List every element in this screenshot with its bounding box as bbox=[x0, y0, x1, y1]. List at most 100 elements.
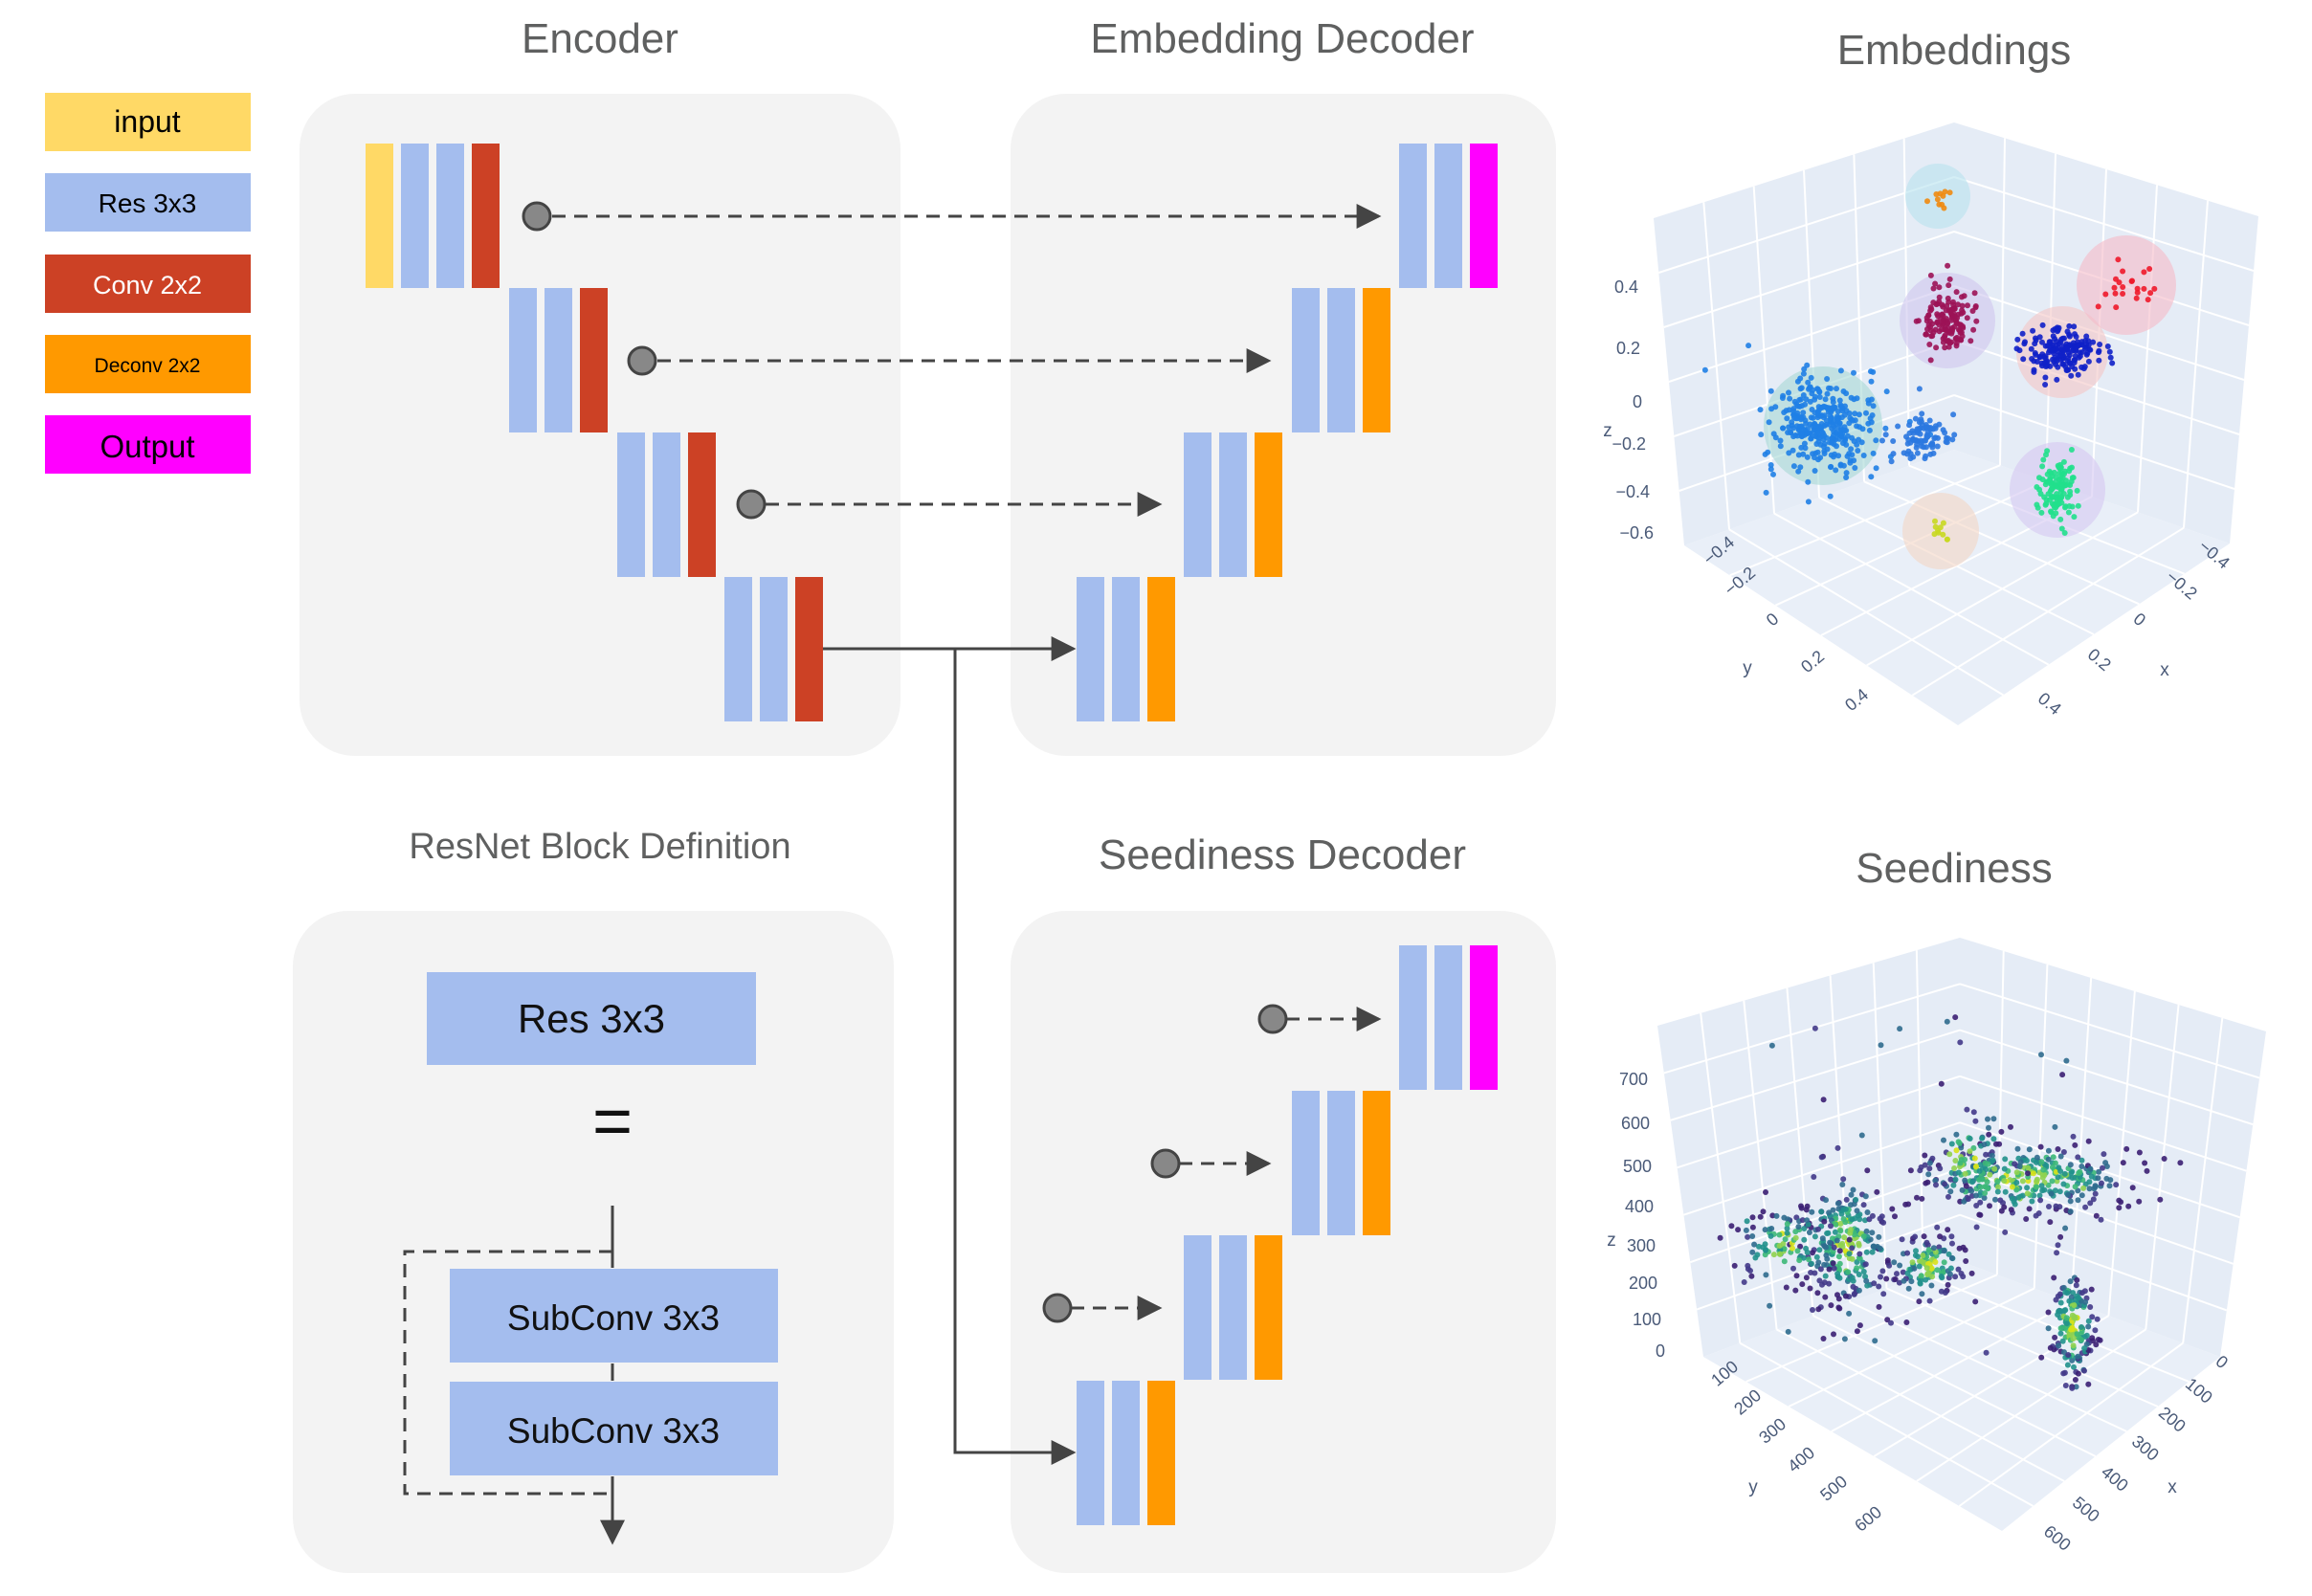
gridline bbox=[2182, 1017, 2224, 1343]
embedding-point bbox=[1800, 451, 1807, 457]
seediness-point bbox=[1749, 1214, 1756, 1221]
seediness-point bbox=[2052, 1334, 2058, 1341]
seediness-point bbox=[1987, 1203, 1992, 1209]
seediness-point bbox=[1749, 1249, 1756, 1255]
seediness-point bbox=[2157, 1196, 2164, 1203]
seediness-point bbox=[1879, 1268, 1886, 1275]
seediness-point bbox=[1850, 1283, 1856, 1290]
seediness-point bbox=[1781, 1214, 1788, 1221]
seediness-point bbox=[2076, 1170, 2082, 1176]
seediness-points bbox=[1717, 1014, 2184, 1391]
embedding-point bbox=[1849, 434, 1856, 441]
seediness-point bbox=[2125, 1203, 2132, 1209]
embedding-point bbox=[2113, 304, 2120, 311]
seediness-point bbox=[1904, 1250, 1911, 1256]
seediness-point bbox=[2056, 1188, 2063, 1195]
seediness-point bbox=[1863, 1228, 1870, 1234]
embedding-point bbox=[2054, 324, 2060, 331]
seediness-point bbox=[1948, 1233, 1955, 1240]
z-tick: 200 bbox=[1629, 1274, 1657, 1293]
seediness-point bbox=[2062, 1383, 2069, 1388]
seediness-point bbox=[1897, 1262, 1903, 1269]
seediness-point bbox=[1924, 1242, 1931, 1249]
seediness-point bbox=[1834, 1144, 1841, 1151]
seediness-point bbox=[1860, 1202, 1867, 1208]
seediness-point bbox=[2082, 1298, 2089, 1305]
seediness-point bbox=[1741, 1279, 1747, 1285]
seediness-point bbox=[2076, 1295, 2081, 1301]
embedding-point bbox=[1757, 407, 1764, 413]
seediness-point bbox=[1991, 1165, 1998, 1172]
seediness-point bbox=[2080, 1185, 2087, 1191]
seediness-point bbox=[1878, 1042, 1884, 1049]
embedding-point bbox=[1863, 410, 1869, 416]
seediness-point bbox=[1839, 1182, 1846, 1187]
seediness-point bbox=[2075, 1353, 2081, 1360]
seediness-point bbox=[2120, 1160, 2126, 1166]
seediness-point bbox=[1830, 1235, 1835, 1242]
seediness-point bbox=[1955, 1266, 1962, 1273]
embedding-point bbox=[1812, 454, 1817, 461]
legend-deconv-label: Deconv 2x2 bbox=[95, 355, 201, 377]
seediness-point bbox=[1874, 1243, 1880, 1250]
gridline bbox=[1700, 1012, 1742, 1343]
embedding-point bbox=[2058, 525, 2065, 532]
embedding-point bbox=[1818, 412, 1825, 419]
seediness-point bbox=[2045, 1325, 2052, 1332]
embedding-point bbox=[2038, 509, 2045, 516]
embedding-decoder-stage-2 bbox=[1184, 432, 1282, 577]
seediness-point bbox=[2098, 1216, 2104, 1223]
seediness-point bbox=[1953, 1147, 1960, 1154]
seediness-point bbox=[2060, 1284, 2067, 1291]
seediness-point bbox=[1948, 1141, 1955, 1147]
seediness-point bbox=[1820, 1336, 1827, 1341]
embedding-point bbox=[2129, 277, 2135, 284]
embedding-point bbox=[1788, 429, 1793, 435]
embedding-point bbox=[1928, 306, 1935, 313]
seediness-point bbox=[2057, 1299, 2064, 1306]
gridline bbox=[1829, 975, 1852, 1302]
seediness-point bbox=[1979, 1135, 1986, 1142]
seediness-point bbox=[1792, 1287, 1799, 1294]
seediness-point bbox=[1846, 1251, 1853, 1257]
seediness-point bbox=[2019, 1178, 2026, 1185]
seediness-point bbox=[1852, 1215, 1858, 1222]
seediness-point bbox=[1989, 1152, 1995, 1159]
embedding-point bbox=[2028, 345, 2034, 352]
seediness-point bbox=[1823, 1252, 1830, 1258]
embedding-point bbox=[1824, 376, 1831, 382]
seediness-point bbox=[1924, 1179, 1931, 1186]
seediness-point bbox=[2085, 1381, 2092, 1387]
embedding-point bbox=[1800, 410, 1807, 416]
embedding-point bbox=[2134, 285, 2141, 292]
seediness-point bbox=[1979, 1176, 1986, 1183]
seediness-point bbox=[1977, 1211, 1984, 1218]
seediness-point bbox=[1952, 1274, 1959, 1280]
gridline bbox=[1743, 1000, 1778, 1330]
embedding-point bbox=[2053, 474, 2059, 480]
embedding-point bbox=[1951, 306, 1958, 312]
seediness-point bbox=[1825, 1230, 1832, 1236]
seediness-point bbox=[2136, 1198, 2143, 1205]
gridline bbox=[1958, 1341, 2184, 1507]
seediness-point bbox=[2087, 1165, 2094, 1172]
embedding-point bbox=[1932, 523, 1939, 530]
embedding-point bbox=[1945, 282, 1952, 289]
embedding-point bbox=[1926, 342, 1933, 347]
seediness-point bbox=[2055, 1146, 2061, 1152]
seediness-point bbox=[1912, 1233, 1919, 1240]
embedding-point bbox=[2067, 488, 2074, 495]
embedding-point bbox=[1777, 443, 1784, 450]
seediness-point bbox=[1836, 1275, 1843, 1281]
seediness-point bbox=[1983, 1349, 1990, 1356]
embedding-point bbox=[2042, 382, 2049, 388]
embedding-point bbox=[1944, 338, 1950, 344]
seediness-point bbox=[1994, 1179, 2001, 1185]
seediness-point bbox=[2056, 1291, 2063, 1297]
seediness-point bbox=[1819, 1235, 1826, 1242]
seediness-point bbox=[1982, 1160, 1989, 1166]
embedding-point bbox=[2145, 297, 2151, 303]
embedding-point bbox=[1856, 411, 1862, 418]
seediness-point bbox=[1735, 1227, 1742, 1233]
